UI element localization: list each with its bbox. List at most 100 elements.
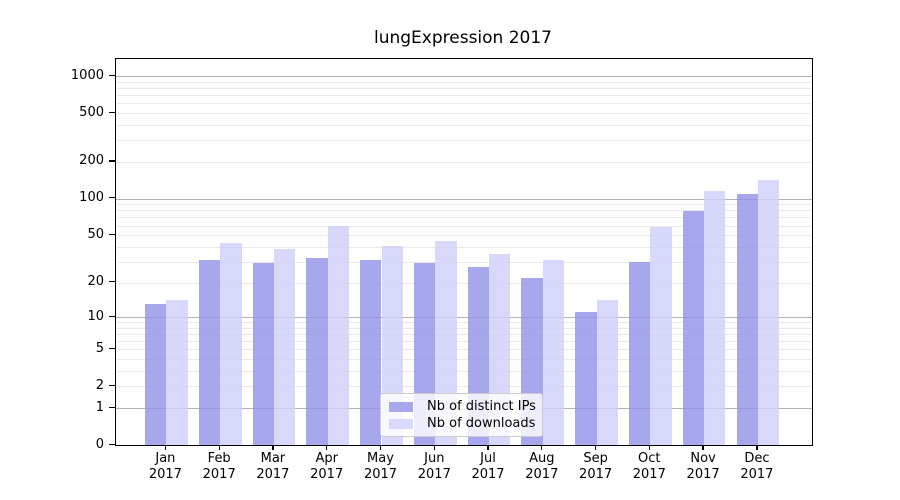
chart-title: lungExpression 2017 xyxy=(373,28,552,48)
bar-distinct-ips xyxy=(575,312,597,445)
x-tick-label: Mar 2017 xyxy=(243,451,303,483)
x-tick-month: Nov xyxy=(690,451,716,466)
y-tick-label: 1000 xyxy=(70,67,104,83)
legend-label-distinct-ips: Nb of distinct IPs xyxy=(427,399,536,414)
x-tick-mark xyxy=(702,445,704,450)
bar-downloads xyxy=(542,260,565,445)
y-tick-label: 10 xyxy=(87,308,104,324)
legend-swatch-downloads xyxy=(389,418,413,429)
gridline-minor xyxy=(116,261,812,263)
gridline-minor xyxy=(116,103,812,105)
legend-swatch-distinct-ips xyxy=(389,401,413,412)
gridline-minor xyxy=(116,246,812,248)
x-tick-label: Sep 2017 xyxy=(566,451,626,483)
bar-distinct-ips xyxy=(628,261,651,445)
x-tick-month: Jan xyxy=(155,451,176,466)
x-tick-month: Feb xyxy=(207,451,231,466)
x-tick-year: 2017 xyxy=(256,467,290,482)
legend-label-downloads: Nb of downloads xyxy=(427,416,536,431)
y-tick-label: 0 xyxy=(95,436,104,452)
bar-downloads xyxy=(166,300,188,445)
plot-area xyxy=(115,58,813,446)
x-tick-month: Aug xyxy=(529,451,555,466)
gridline-minor xyxy=(116,161,812,163)
legend-item-downloads: Nb of downloads xyxy=(389,416,536,431)
y-tick-mark xyxy=(109,197,115,199)
x-tick-month: Mar xyxy=(260,451,286,466)
gridline-minor xyxy=(116,88,812,90)
y-tick-label: 100 xyxy=(79,190,104,206)
gridline-minor xyxy=(116,386,812,388)
gridline-minor xyxy=(116,359,812,361)
y-tick-mark xyxy=(109,233,115,235)
bar-distinct-ips xyxy=(198,260,221,445)
gridline-minor xyxy=(116,334,812,335)
x-tick-label: May 2017 xyxy=(351,451,411,483)
gridline-minor xyxy=(116,327,812,329)
x-tick-mark xyxy=(594,445,597,450)
x-tick-year: 2017 xyxy=(632,467,666,482)
gridline-minor xyxy=(116,210,812,212)
bar-distinct-ips xyxy=(306,258,328,445)
x-tick-year: 2017 xyxy=(686,467,720,482)
x-tick-label: Aug 2017 xyxy=(512,451,572,483)
gridline-minor xyxy=(116,322,812,324)
x-tick-label: Feb 2017 xyxy=(189,451,249,483)
x-tick-year: 2017 xyxy=(525,467,559,482)
x-tick-year: 2017 xyxy=(202,467,236,482)
gridline-minor xyxy=(116,81,812,83)
x-tick-year: 2017 xyxy=(363,467,398,482)
x-tick-mark xyxy=(756,445,758,450)
bar-downloads xyxy=(650,227,672,445)
y-tick-mark xyxy=(109,347,115,350)
x-tick-month: Oct xyxy=(638,451,661,466)
y-tick-mark xyxy=(109,443,115,445)
gridline-minor xyxy=(116,217,812,219)
x-tick-label: Dec 2017 xyxy=(727,451,787,483)
y-tick-label: 200 xyxy=(79,153,104,169)
bar-downloads xyxy=(273,249,296,445)
gridline-major xyxy=(116,317,812,318)
gridline-minor xyxy=(116,113,812,115)
x-tick-mark xyxy=(379,445,382,450)
x-tick-year: 2017 xyxy=(148,467,182,482)
x-tick-mark xyxy=(272,445,274,450)
y-tick-label: 5 xyxy=(95,340,104,356)
gridline-minor xyxy=(116,341,812,343)
x-tick-year: 2017 xyxy=(310,467,344,482)
x-tick-month: May xyxy=(367,451,394,466)
gridline-minor xyxy=(116,235,812,237)
gridline-minor xyxy=(116,282,812,284)
x-tick-mark xyxy=(164,445,167,450)
x-tick-label: Jul 2017 xyxy=(458,451,518,483)
x-tick-mark xyxy=(326,445,328,450)
x-tick-mark xyxy=(487,445,489,450)
bar-downloads xyxy=(757,180,780,445)
y-tick-mark xyxy=(109,74,115,77)
bar-distinct-ips xyxy=(682,211,705,445)
gridline-minor xyxy=(116,225,812,227)
bar-distinct-ips xyxy=(252,263,274,445)
y-tick-mark xyxy=(109,384,115,387)
bar-downloads xyxy=(327,225,350,445)
x-tick-label: Jan 2017 xyxy=(135,451,195,483)
y-tick-mark xyxy=(109,111,115,113)
x-tick-month: Apr xyxy=(315,451,338,466)
x-tick-year: 2017 xyxy=(417,467,451,482)
gridline-major xyxy=(116,198,812,200)
x-tick-year: 2017 xyxy=(471,467,505,482)
x-tick-month: Sep xyxy=(583,451,608,466)
y-tick-mark xyxy=(109,406,115,408)
y-tick-mark xyxy=(109,315,115,317)
x-tick-label: Nov 2017 xyxy=(673,451,733,483)
x-tick-mark xyxy=(541,445,543,450)
y-tick-mark xyxy=(109,281,115,283)
bar-distinct-ips xyxy=(360,260,382,445)
bar-distinct-ips xyxy=(736,194,758,445)
x-tick-mark xyxy=(218,445,220,450)
gridline-minor xyxy=(116,125,812,126)
x-tick-label: Oct 2017 xyxy=(619,451,679,483)
legend-item-distinct-ips: Nb of distinct IPs xyxy=(389,399,536,414)
gridline-minor xyxy=(116,95,812,97)
